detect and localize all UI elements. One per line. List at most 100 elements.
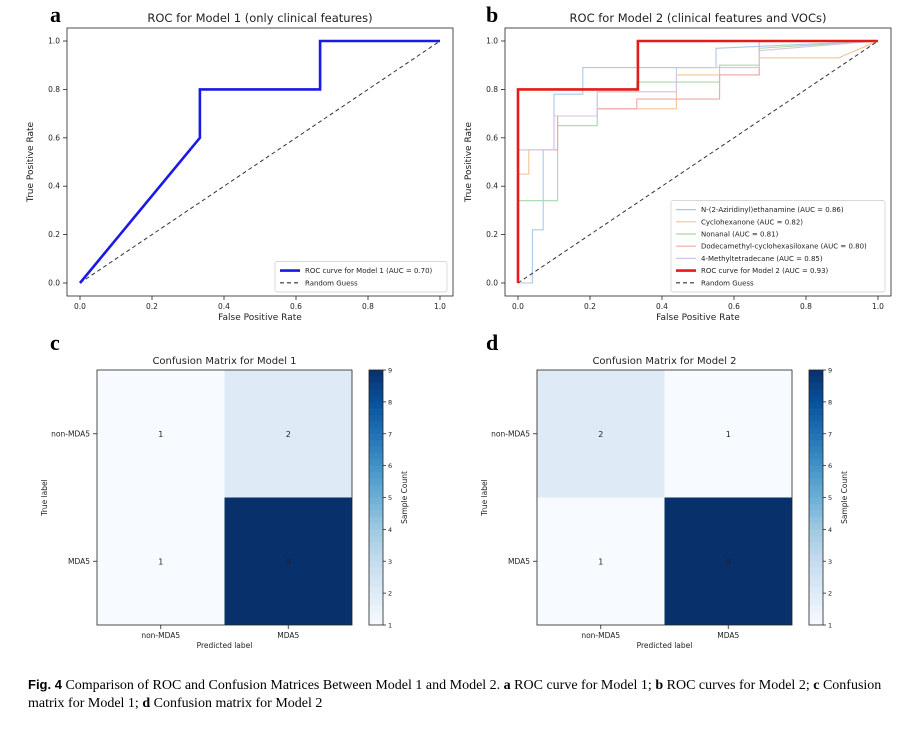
legend-entry: Dodecamethyl-cyclohexasiloxane (AUC = 0.… [701, 243, 867, 251]
x-axis-label: False Positive Rate [656, 313, 740, 323]
colorbar-segment [809, 554, 823, 562]
colorbar-segment [809, 580, 823, 588]
caption-fig-label: Fig. 4 [28, 677, 62, 692]
colorbar-segment [809, 567, 823, 575]
legend-box [274, 261, 448, 293]
x-axis-label: Predicted label [637, 641, 693, 650]
colorbar-segment [369, 599, 383, 607]
colorbar-segment [809, 452, 823, 460]
colorbar-segment [369, 542, 383, 550]
legend-entry: Cyclohexanone (AUC = 0.82) [701, 218, 803, 226]
y-tick-label: MDA5 [68, 557, 90, 566]
colorbar-tick-label: 2 [388, 590, 392, 598]
colorbar-segment [809, 523, 823, 530]
x-tick-label: 0.8 [362, 302, 374, 311]
heatmap-cell [224, 497, 352, 625]
colorbar-segment [809, 440, 823, 448]
colorbar-tick-label: 3 [828, 558, 832, 566]
caption-part: a [503, 678, 511, 693]
panel-letter-c: c [50, 330, 60, 355]
colorbar-segment [809, 516, 823, 524]
colorbar-segment [369, 440, 383, 448]
heatmap-frame [96, 369, 353, 626]
chart-title: Confusion Matrix for Model 1 [152, 356, 296, 367]
colorbar-segment [369, 561, 383, 569]
colorbar-tick-label: 6 [828, 462, 832, 470]
legend-entry: N-(2-Aziridinyl)ethanamine (AUC = 0.86) [701, 206, 844, 214]
heatmap-cell [97, 497, 225, 625]
y-tick-label: 0.0 [486, 279, 498, 288]
x-tick-label: 1.0 [872, 302, 884, 311]
plot-frame [66, 27, 454, 297]
colorbar-tick-label: 7 [388, 430, 392, 438]
colorbar-segment [369, 567, 383, 575]
y-tick-label: 0.8 [486, 85, 498, 94]
colorbar-segment [369, 548, 383, 556]
x-tick-label: non-MDA5 [581, 631, 620, 640]
x-axis-label: False Positive Rate [218, 313, 302, 323]
legend-entry: Random Guess [305, 279, 358, 287]
y-tick-label: MDA5 [508, 557, 530, 566]
roc-series-line [517, 40, 878, 283]
colorbar-segment [809, 574, 823, 581]
colorbar-segment [809, 535, 823, 543]
chart-title: ROC for Model 1 (only clinical features) [147, 11, 372, 25]
x-tick-label: MDA5 [277, 631, 299, 640]
x-tick-label: 0.8 [800, 302, 812, 311]
colorbar-segment [369, 535, 383, 543]
colorbar-segment [369, 516, 383, 524]
colorbar-segment [809, 370, 823, 377]
caption-part: Comparison of ROC and Confusion Matrices… [61, 678, 504, 693]
colorbar-segment [369, 389, 383, 397]
colorbar-segment [369, 459, 383, 467]
colorbar-segment [809, 427, 823, 435]
colorbar-segment [809, 612, 823, 620]
legend-entry: 4-Methyltetradecane (AUC = 0.85) [701, 255, 823, 263]
colorbar-tick-label: 3 [388, 558, 392, 566]
colorbar-segment [809, 395, 823, 403]
colorbar-tick-label: 1 [828, 622, 832, 630]
colorbar-segment [809, 548, 823, 556]
figure-caption: Fig. 4 Comparison of ROC and Confusion M… [28, 676, 888, 713]
legend-box [670, 200, 886, 293]
roc-series-line [79, 40, 441, 284]
roc-series-line [517, 40, 879, 284]
panel-letter-d: d [486, 330, 499, 355]
colorbar-segment [369, 446, 383, 454]
colorbar-tick-label: 5 [828, 494, 832, 502]
colorbar-segment [809, 491, 823, 499]
y-tick-label: 0.2 [486, 230, 498, 239]
colorbar-segment [809, 433, 823, 441]
colorbar-segment [369, 491, 383, 499]
heatmap-cell [537, 370, 665, 498]
caption-part: ROC curve for Model 1; [510, 678, 656, 693]
colorbar-segment [809, 497, 823, 505]
colorbar-segment [809, 414, 823, 422]
colorbar-segment [369, 593, 383, 601]
colorbar-segment [809, 542, 823, 550]
colorbar-segment [369, 408, 383, 416]
x-tick-label: 0.2 [146, 302, 158, 311]
colorbar-segment [809, 605, 823, 613]
y-axis-label: True Positive Rate [26, 121, 36, 203]
y-tick-label: 0.4 [48, 182, 60, 191]
roc-series-line [516, 39, 878, 283]
figure-canvas: ROC for Model 1 (only clinical features)… [26, 11, 892, 650]
panel-letter-a: a [50, 2, 61, 27]
colorbar-segment [809, 408, 823, 416]
x-tick-label: 1.0 [434, 302, 446, 311]
y-axis-label: True label [480, 479, 489, 516]
colorbar-tick-label: 5 [388, 494, 392, 502]
colorbar-segment [809, 421, 823, 428]
colorbar-tick-label: 9 [388, 367, 392, 375]
colorbar-segment [369, 376, 383, 384]
x-tick-label: 0.6 [728, 302, 740, 311]
heatmap-frame [536, 369, 793, 626]
colorbar-tick-label: 6 [388, 462, 392, 470]
heatmap-cell [664, 497, 792, 625]
y-tick-label: 0.6 [486, 133, 498, 142]
colorbar-segment [809, 376, 823, 384]
legend-entry: Nonanal (AUC = 0.81) [701, 231, 779, 239]
colorbar-segment [809, 561, 823, 569]
colorbar-segment [369, 580, 383, 588]
